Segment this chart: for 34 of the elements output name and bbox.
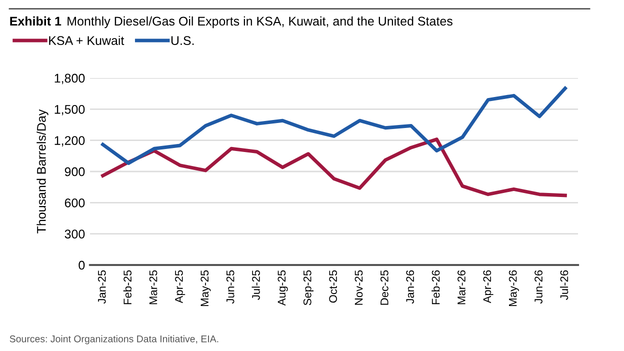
y-axis-title: Thousand Barrels/Day <box>36 109 48 234</box>
x-tick-label: Feb-26 <box>432 270 440 304</box>
chart-title: Exhibit 1 <box>10 16 62 26</box>
x-tick-label: Nov-25 <box>354 270 363 305</box>
x-tick-label: Apr-26 <box>483 270 494 304</box>
x-tick-label: Feb-25 <box>123 270 132 304</box>
x-tick-label: Jun-26 <box>534 270 542 304</box>
x-tick-label: May-26 <box>508 270 519 306</box>
y-tick-label: 0 <box>78 260 85 270</box>
chart-subtitle: Monthly Diesel/Gas Oil Exports in KSA, Kuwait, and the United States <box>68 16 452 28</box>
x-tick-label: Aug-25 <box>278 270 288 306</box>
x-tick-label: May-25 <box>200 270 211 306</box>
x-tick-label: Jan-25 <box>98 270 106 304</box>
y-tick-label: 600 <box>64 198 85 208</box>
x-tick-label: Jul-25 <box>252 270 260 300</box>
y-tick-label: 900 <box>64 167 85 176</box>
line-series <box>101 138 567 198</box>
y-tick-label: 300 <box>64 230 85 238</box>
line-series <box>101 86 567 165</box>
x-tick-label: Jan-26 <box>406 270 414 304</box>
y-tick-label: 1,200 <box>54 136 85 146</box>
x-tick-label: Oct-25 <box>329 270 337 303</box>
x-tick-label: Mar-26 <box>458 270 466 304</box>
x-tick-label: Mar-25 <box>149 270 158 304</box>
y-tick-label: 1,500 <box>54 104 85 116</box>
x-tick-label: Sep-25 <box>303 270 314 306</box>
x-tick-label: Apr-25 <box>175 270 186 304</box>
source-note: Sources: Joint Organizations Data Initiative, EIA. <box>10 335 218 344</box>
x-tick-label: Jun-25 <box>226 270 234 304</box>
x-tick-label: Jul-26 <box>560 270 568 300</box>
legend-label: KSA + Kuwait <box>49 36 124 45</box>
y-tick-label: 1,800 <box>54 74 85 84</box>
x-tick-label: Dec-25 <box>380 270 388 305</box>
legend-label: U.S. <box>171 36 194 45</box>
